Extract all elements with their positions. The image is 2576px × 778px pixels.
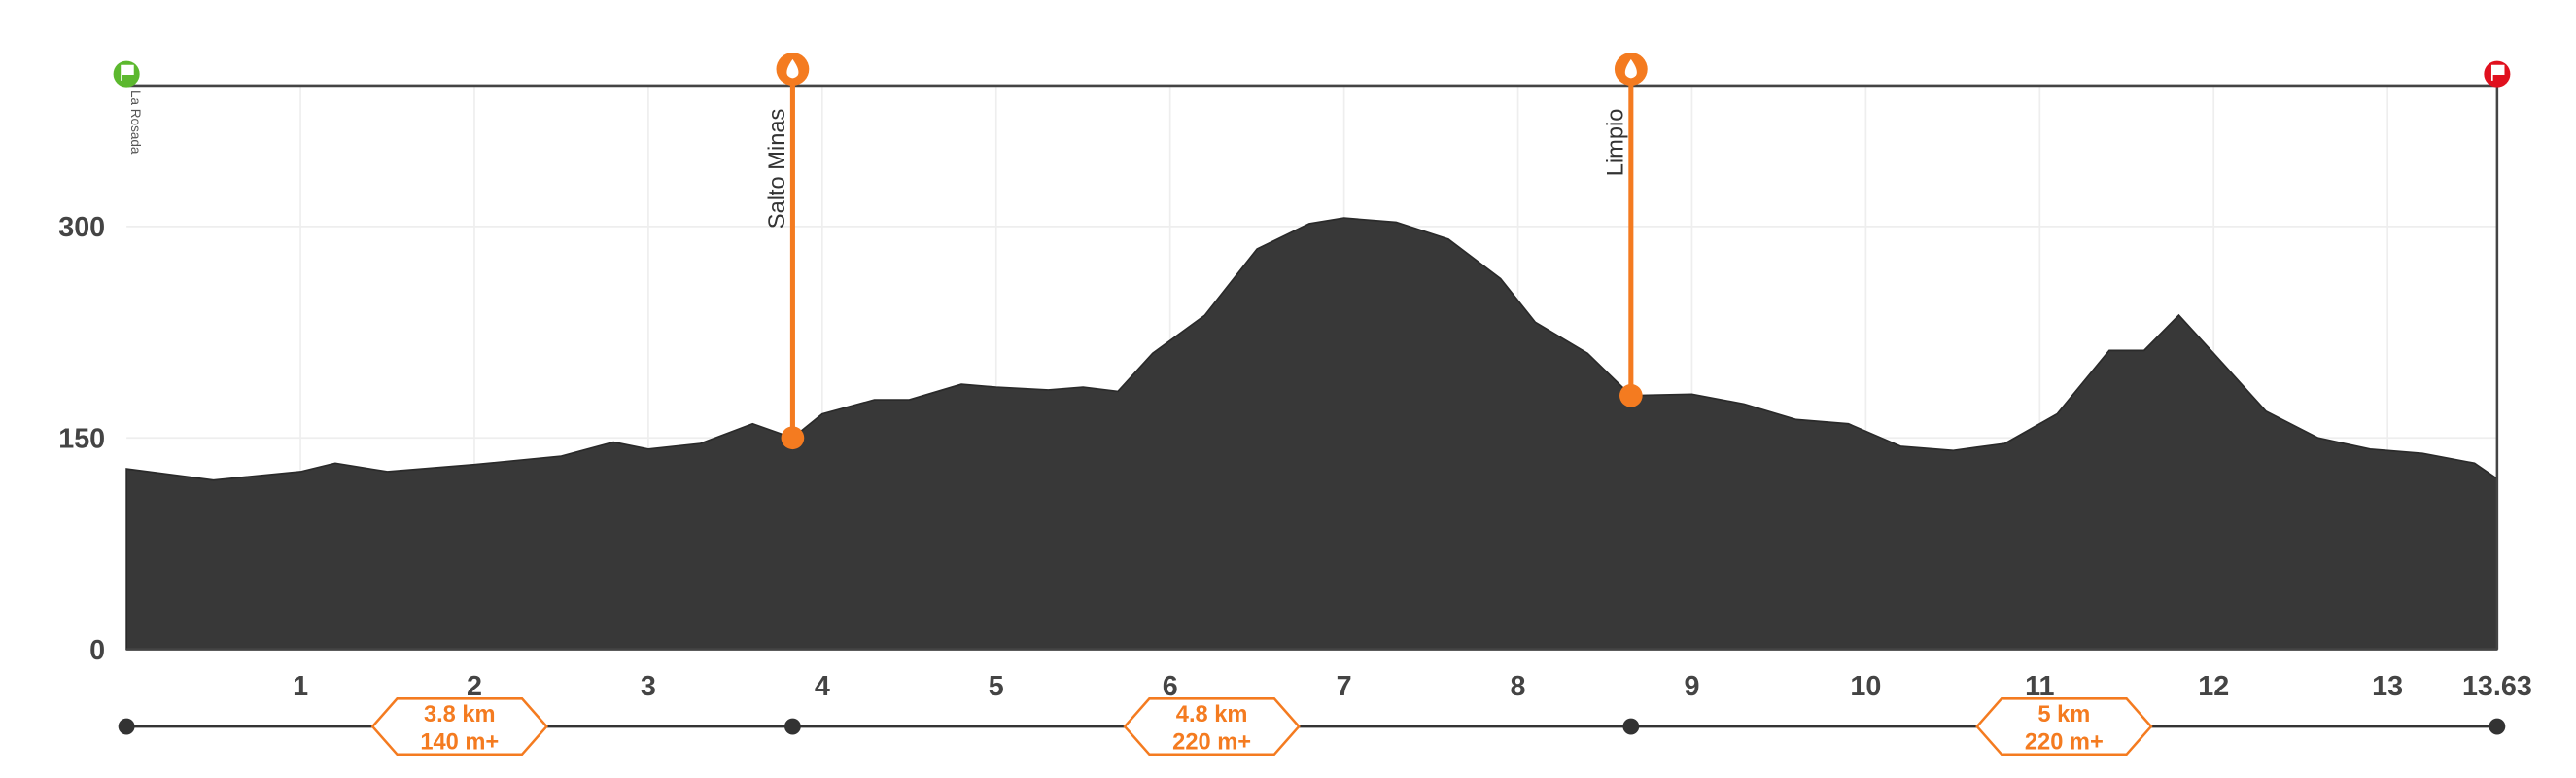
waypoint-marker xyxy=(781,426,805,450)
segment-stop xyxy=(118,718,135,735)
segment-stop xyxy=(2489,718,2506,735)
x-tick-label: 8 xyxy=(1511,671,1526,702)
elevation-area xyxy=(125,217,2498,651)
x-tick-label: 7 xyxy=(1337,671,1352,702)
x-tick-label: 13 xyxy=(2372,671,2403,702)
x-tick-label: 12 xyxy=(2198,671,2229,702)
waypoint-label: Salto Minas xyxy=(765,109,790,230)
segment-gain: 140 m+ xyxy=(420,730,499,756)
start-label: La Rosada xyxy=(128,90,143,155)
x-tick-label: 13.63 xyxy=(2462,671,2532,702)
start-flag-glyph xyxy=(121,64,134,81)
waypoint-drop xyxy=(1624,58,1637,79)
end-flag-glyph xyxy=(2490,64,2505,81)
segment-badge xyxy=(370,697,549,757)
segment-gain: 220 m+ xyxy=(1172,730,1251,756)
segment-distance: 5 km xyxy=(2037,702,2090,727)
x-tick-label: 6 xyxy=(1163,671,1178,702)
segment-badge xyxy=(1123,697,1301,757)
x-tick-label: 5 xyxy=(989,671,1004,702)
segment-badge xyxy=(1975,697,2153,757)
waypoint-marker xyxy=(1619,383,1643,407)
x-tick-label: 1 xyxy=(293,671,308,702)
segment-stop xyxy=(1622,718,1640,735)
x-tick-label: 2 xyxy=(467,671,482,702)
segment-gain: 220 m+ xyxy=(2025,730,2104,756)
waypoint-drop xyxy=(786,58,799,79)
waypoint-label: Limpio xyxy=(1603,109,1628,177)
x-tick-label: 3 xyxy=(641,671,656,702)
segment-stop xyxy=(783,718,801,735)
x-tick-label: 4 xyxy=(815,671,830,702)
segment-distance: 4.8 km xyxy=(1176,702,1248,727)
y-tick-label: 300 xyxy=(58,212,105,243)
x-tick-label: 11 xyxy=(2025,671,2054,702)
segment-distance: 3.8 km xyxy=(424,702,496,727)
y-tick-label: 150 xyxy=(58,423,105,454)
x-tick-label: 10 xyxy=(1850,671,1881,702)
x-tick-label: 9 xyxy=(1684,671,1699,702)
y-tick-label: 0 xyxy=(89,635,105,666)
